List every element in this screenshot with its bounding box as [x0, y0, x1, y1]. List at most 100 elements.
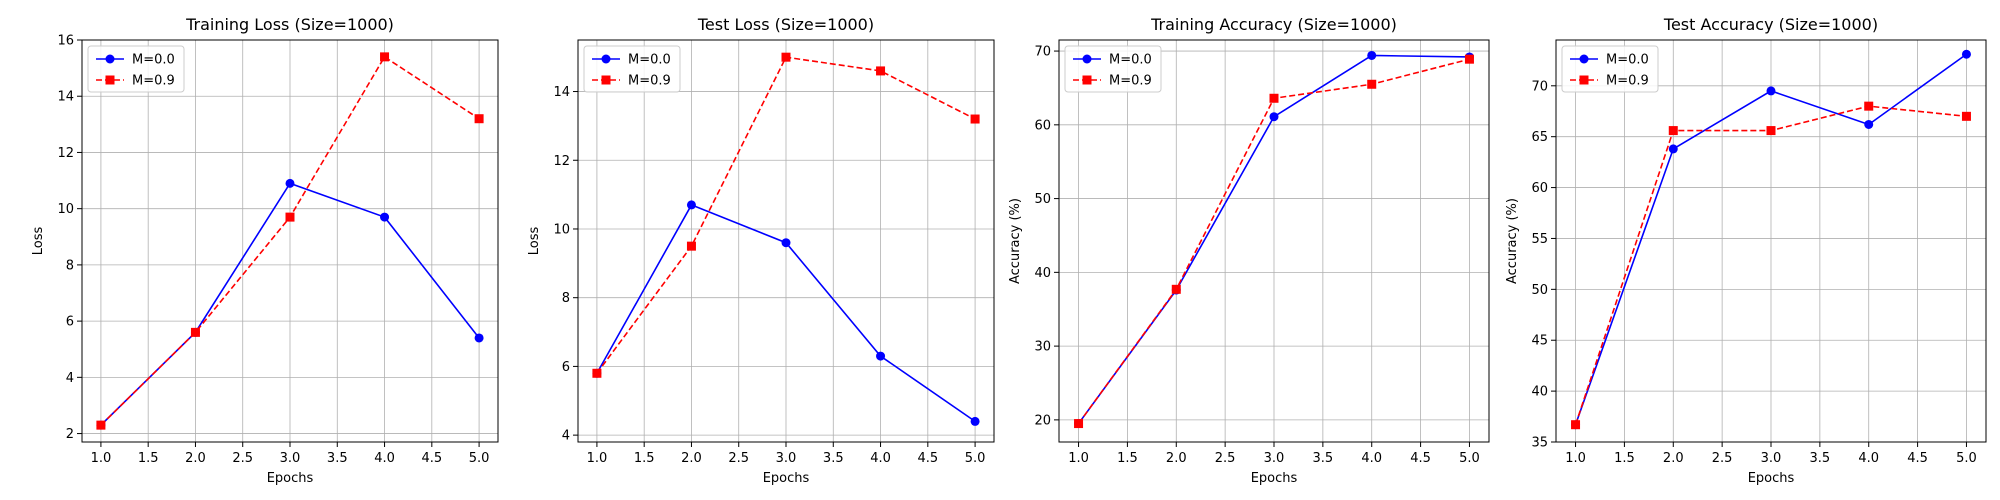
x-tick-label: 1.5 — [1117, 451, 1138, 466]
x-tick-label: 3.0 — [1264, 451, 1285, 466]
data-point-circle — [1668, 144, 1678, 154]
x-tick-label: 1.0 — [1068, 451, 1089, 466]
chart-panel-3: 1.0 1.5 2.0 2.5 3.0 3.5 4.0 4.5 5.0 20 30 40 50 60 70 T… — [1008, 15, 1490, 486]
y-tick-label: 14 — [57, 90, 74, 105]
x-tick-label: 4.0 — [1858, 451, 1879, 466]
y-tick-label: 16 — [57, 34, 74, 49]
data-point-circle — [1864, 119, 1874, 129]
y-tick-label: 70 — [1531, 79, 1548, 94]
data-point-circle — [1766, 86, 1776, 96]
chart-panel-2: 1.0 1.5 2.0 2.5 3.0 3.5 4.0 4.5 5.0 4 6 8 10 12 14 Test… — [527, 15, 995, 486]
chart-title: Training Loss (Size=1000) — [185, 15, 394, 34]
x-tick-label: 4.5 — [1907, 451, 1928, 466]
data-point-square — [285, 212, 295, 222]
x-tick-label: 5.0 — [469, 451, 490, 466]
x-tick-label: 4.5 — [1410, 451, 1431, 466]
y-tick-label: 12 — [553, 154, 570, 169]
data-point-square — [1074, 419, 1084, 429]
x-tick-label: 2.0 — [681, 451, 702, 466]
data-point-circle — [781, 238, 791, 248]
x-tick-label: 5.0 — [1956, 451, 1977, 466]
data-point-square — [1269, 93, 1279, 103]
legend-marker-square — [1579, 75, 1589, 85]
x-tick-label: 4.5 — [421, 451, 442, 466]
x-tick-label: 2.0 — [185, 451, 206, 466]
y-tick-label: 35 — [1531, 436, 1548, 451]
y-tick-label: 2 — [66, 427, 74, 442]
data-point-square — [781, 52, 791, 62]
x-tick-label: 3.5 — [1313, 451, 1334, 466]
y-tick-label: 40 — [1034, 266, 1051, 281]
x-tick-label: 2.5 — [1712, 451, 1733, 466]
x-tick-label: 5.0 — [965, 451, 986, 466]
chart-panel-1: 1.0 1.5 2.0 2.5 3.0 3.5 4.0 4.5 5.0 2 4 6 8 10 12 14 16 T… — [31, 15, 499, 486]
axes-frame — [1058, 39, 1490, 443]
axes-frame — [1555, 39, 1987, 443]
y-tick-label: 55 — [1531, 232, 1548, 247]
y-tick-label: 6 — [562, 360, 570, 375]
axes-frame — [81, 39, 499, 443]
chart-title: Test Accuracy (Size=1000) — [1663, 15, 1878, 34]
x-tick-label: 3.0 — [776, 451, 797, 466]
x-tick-label: 3.5 — [327, 451, 348, 466]
legend-marker-circle — [601, 54, 611, 64]
x-tick-label: 1.0 — [1565, 451, 1586, 466]
chart-panel-4: 1.0 1.5 2.0 2.5 3.0 3.5 4.0 4.5 5.0 35 40 45 50 55 60 6… — [1505, 15, 1987, 486]
x-tick-label: 2.0 — [1663, 451, 1684, 466]
data-point-square — [1367, 79, 1377, 89]
data-point-square — [1464, 54, 1474, 64]
x-axis-label: Epochs — [763, 471, 810, 486]
data-point-circle — [1961, 49, 1971, 59]
y-tick-label: 8 — [562, 291, 570, 306]
y-tick-label: 30 — [1034, 340, 1051, 355]
x-tick-label: 1.5 — [1614, 451, 1635, 466]
y-tick-label: 65 — [1531, 130, 1548, 145]
y-tick-label: 10 — [57, 202, 74, 217]
data-point-circle — [876, 351, 886, 361]
x-tick-label: 4.0 — [870, 451, 891, 466]
y-axis-label: Loss — [527, 227, 542, 256]
legend-marker-square — [1082, 75, 1092, 85]
y-axis-label: Accuracy (%) — [1505, 198, 1520, 284]
legend-label-2: M=0.9 — [1109, 74, 1152, 89]
data-point-circle — [1269, 112, 1279, 122]
x-tick-label: 5.0 — [1459, 451, 1480, 466]
legend-marker-square — [105, 75, 115, 85]
y-tick-label: 40 — [1531, 385, 1548, 400]
data-point-circle — [474, 333, 484, 343]
y-axis-label: Loss — [31, 227, 46, 256]
x-tick-label: 1.5 — [634, 451, 655, 466]
legend-marker-circle — [105, 54, 115, 64]
y-tick-label: 14 — [553, 85, 570, 100]
x-tick-label: 4.5 — [917, 451, 938, 466]
data-point-square — [1571, 420, 1581, 430]
data-point-square — [190, 327, 200, 337]
x-tick-label: 1.0 — [91, 451, 112, 466]
y-tick-label: 70 — [1034, 45, 1051, 60]
legend-marker-circle — [1082, 54, 1092, 64]
legend-label-1: M=0.0 — [1109, 53, 1152, 68]
y-tick-label: 4 — [562, 429, 570, 444]
x-tick-label: 2.5 — [1215, 451, 1236, 466]
axes-frame — [577, 39, 995, 443]
data-point-square — [96, 420, 106, 430]
x-tick-label: 3.5 — [1810, 451, 1831, 466]
data-point-square — [592, 368, 602, 378]
x-tick-label: 2.0 — [1166, 451, 1187, 466]
legend-marker-circle — [1579, 54, 1589, 64]
data-point-circle — [970, 416, 980, 426]
y-tick-label: 12 — [57, 146, 74, 161]
legend-label-1: M=0.0 — [628, 53, 671, 68]
data-point-square — [474, 114, 484, 124]
legend-label-1: M=0.0 — [132, 53, 175, 68]
data-point-circle — [285, 178, 295, 188]
x-tick-label: 4.0 — [374, 451, 395, 466]
x-tick-label: 3.5 — [823, 451, 844, 466]
data-point-circle — [686, 200, 696, 210]
data-point-square — [876, 66, 886, 76]
y-tick-label: 10 — [553, 222, 570, 237]
x-axis-label: Epochs — [267, 471, 314, 486]
x-tick-label: 2.5 — [728, 451, 749, 466]
y-tick-label: 4 — [66, 371, 74, 386]
